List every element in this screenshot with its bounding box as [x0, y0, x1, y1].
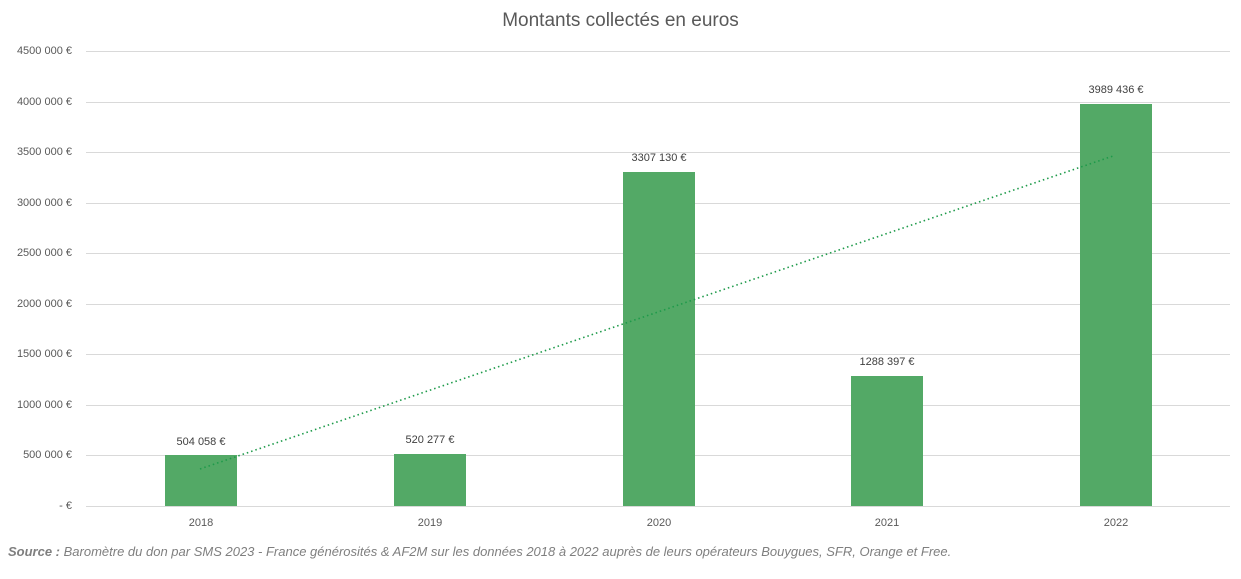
source-note: Source : Baromètre du don par SMS 2023 -… [8, 544, 951, 559]
x-tick: 2019 [417, 517, 443, 529]
chart-title: Montants collectés en euros [502, 10, 739, 31]
value-label: 520 277 € [405, 434, 455, 446]
bar-2019 [394, 454, 466, 506]
x-tick: 2018 [188, 517, 214, 529]
y-tick: 2000 000 € [16, 298, 72, 310]
y-tick: 1500 000 € [16, 348, 72, 360]
y-tick: - € [59, 500, 72, 512]
bar-2022 [1080, 104, 1152, 506]
value-label: 3307 130 € [631, 152, 687, 164]
gridline [86, 506, 1230, 507]
y-tick: 3500 000 € [16, 146, 72, 158]
bar-2021 [851, 376, 923, 506]
y-tick: 4500 000 € [16, 45, 72, 57]
y-tick: 2500 000 € [16, 247, 72, 259]
x-tick: 2020 [646, 517, 672, 529]
source-label: Source : [8, 544, 61, 559]
source-text: Baromètre du don par SMS 2023 - France g… [60, 544, 952, 559]
y-tick: 500 000 € [23, 449, 72, 461]
gridline [86, 102, 1230, 103]
x-tick: 2022 [1103, 517, 1129, 529]
bar-2020 [623, 172, 695, 506]
y-tick: 1000 000 € [16, 399, 72, 411]
bar-2018 [165, 455, 237, 506]
x-tick: 2021 [874, 517, 900, 529]
value-label: 3989 436 € [1088, 84, 1144, 96]
value-label: 1288 397 € [859, 356, 915, 368]
gridline [86, 152, 1230, 153]
y-tick: 3000 000 € [16, 197, 72, 209]
value-label: 504 058 € [176, 436, 226, 448]
gridline [86, 51, 1230, 52]
y-tick: 4000 000 € [16, 96, 72, 108]
